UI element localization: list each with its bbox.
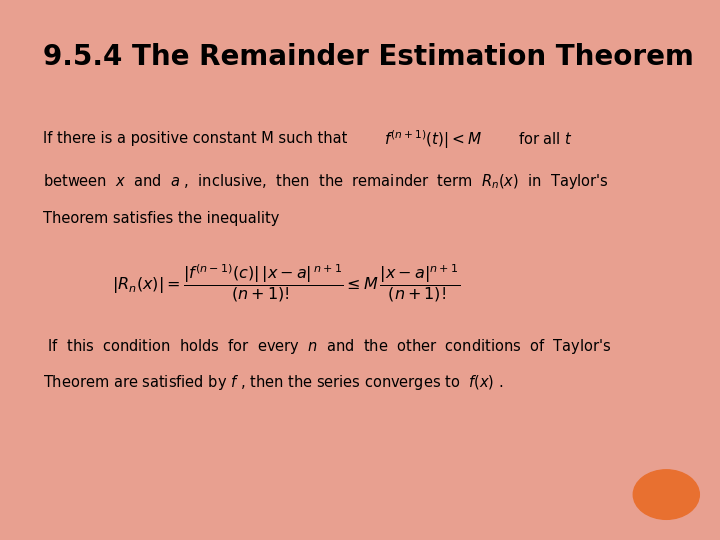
Text: Theorem satisfies the inequality: Theorem satisfies the inequality xyxy=(43,211,280,226)
Text: between  $x$  and  $a$ ,  inclusive,  then  the  remainder  term  $R_n(x)$  in  : between $x$ and $a$ , inclusive, then th… xyxy=(43,172,609,191)
Text: If there is a positive constant M such that: If there is a positive constant M such t… xyxy=(43,131,348,146)
Text: for all $t$: for all $t$ xyxy=(518,131,573,147)
Text: Theorem are satisfied by $f$ , then the series converges to  $f(x)$ .: Theorem are satisfied by $f$ , then the … xyxy=(43,373,504,392)
Text: $f^{(n+1)}(t)|< M$: $f^{(n+1)}(t)|< M$ xyxy=(384,128,482,151)
Text: If  this  condition  holds  for  every  $n$  and  the  other  conditions  of  Ta: If this condition holds for every $n$ an… xyxy=(43,337,612,356)
Text: 9.5.4 The Remainder Estimation Theorem: 9.5.4 The Remainder Estimation Theorem xyxy=(43,43,694,71)
Text: $|R_n(x)| = \dfrac{|f^{(n-1)}(c)|\,|x - a|^{\,n+1}}{(n+1)!} \leq M\,\dfrac{|x-a|: $|R_n(x)| = \dfrac{|f^{(n-1)}(c)|\,|x - … xyxy=(112,262,460,304)
Circle shape xyxy=(634,470,699,519)
